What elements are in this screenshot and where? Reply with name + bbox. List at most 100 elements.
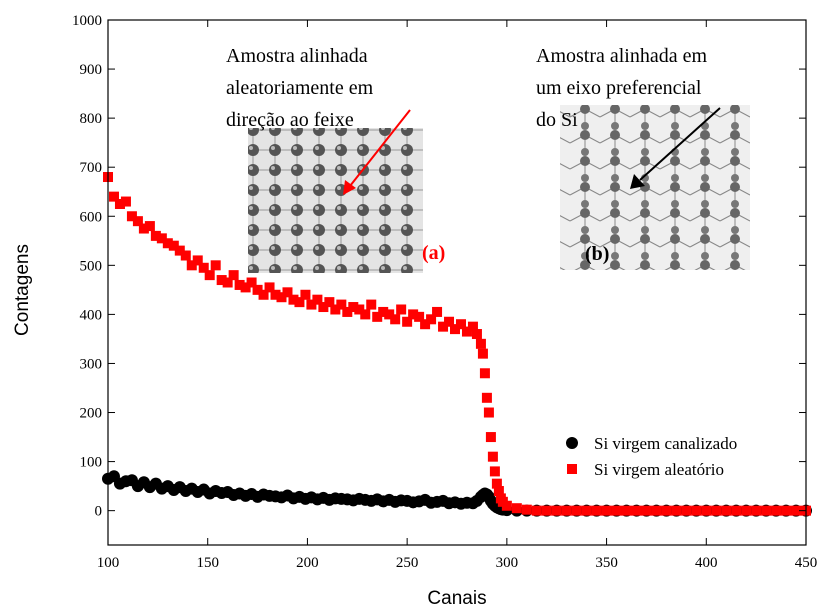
x-tick-label: 200 [296,555,319,571]
y-tick-label: 200 [80,406,103,422]
x-axis-title: Canais [427,588,486,609]
data-point [471,329,482,340]
data-point [258,289,269,300]
data-point [270,289,281,300]
x-tick-label: 250 [396,555,419,571]
data-point [366,299,377,310]
data-point [264,282,275,293]
plot-frame [107,19,807,546]
data-point [481,392,492,403]
data-point [240,282,251,293]
y-tick-label: 700 [80,160,103,176]
data-point [781,505,792,516]
data-point [731,505,742,516]
data-point [450,324,461,335]
data-point [641,505,652,516]
annotation: Amostra alinhada em [536,45,707,67]
data-point [691,505,702,516]
annotation: (a) [422,242,445,264]
data-point [372,311,383,322]
x-tick-label: 450 [795,555,818,571]
data-point [342,306,353,317]
crystal-image-b [560,105,750,270]
data-point [306,299,317,310]
data-point [126,211,137,222]
arrow-b [639,107,721,181]
data-point [571,505,582,516]
data-point [489,466,500,477]
data-point [348,302,359,313]
data-point [661,505,672,516]
data-point [444,316,455,327]
data-point [180,250,191,261]
arrow-a-head [343,180,356,195]
data-point [475,338,486,349]
data-point [601,505,612,516]
data-point [138,223,149,234]
y-tick-label: 100 [80,455,103,471]
legend-marker [567,464,577,474]
data-point [198,262,209,273]
annotation: (b) [585,243,609,265]
data-point [162,238,173,249]
annotation: aleatoriamente em [226,77,374,99]
data-point [132,216,143,227]
data-point [791,505,802,516]
data-point [455,319,466,330]
data-point [551,505,562,516]
data-point [541,505,552,516]
x-tick-label: 300 [496,555,519,571]
data-point [477,348,488,359]
data-point [150,230,161,241]
data-point [493,486,504,497]
data-point [485,432,496,443]
data-point [467,321,478,332]
data-point [487,451,498,462]
arrow-a [349,109,411,187]
data-point [108,191,119,202]
x-tick-label: 350 [595,555,618,571]
legend-label: Si virgem canalizado [594,434,737,453]
data-point [174,245,185,256]
data-point [771,505,782,516]
data-point [222,277,233,288]
data-point [276,292,287,303]
y-tick-label: 800 [80,111,103,127]
data-point [330,304,341,315]
data-point [282,287,293,298]
y-tick-label: 400 [80,307,103,323]
data-point [414,311,425,322]
annotation: Amostra alinhada [226,45,368,67]
data-point [501,500,512,511]
y-axis-title: Contagens [12,244,33,336]
x-tick-label: 150 [196,555,219,571]
data-point [216,275,227,286]
data-point [491,478,502,489]
data-point [252,284,263,295]
data-point [168,240,179,251]
annotation: direção ao feixe [226,109,354,131]
data-point [438,321,449,332]
annotation: um eixo preferencial [536,77,702,99]
data-point [300,289,311,300]
data-point [336,299,347,310]
y-tick-label: 500 [80,258,103,274]
arrow-b-head [630,174,645,189]
data-point [396,304,407,315]
data-point [511,503,522,514]
data-point [204,270,215,281]
data-point [144,221,155,232]
data-point [426,314,437,325]
data-point [701,505,712,516]
data-point [192,255,203,266]
legend-label: Si virgem aleatório [594,460,724,479]
data-point [324,297,335,308]
data-point [384,309,395,320]
data-point [671,505,682,516]
data-point [561,505,572,516]
data-point [761,505,772,516]
data-point [751,505,762,516]
data-point [479,368,490,379]
y-tick-label: 600 [80,209,103,225]
